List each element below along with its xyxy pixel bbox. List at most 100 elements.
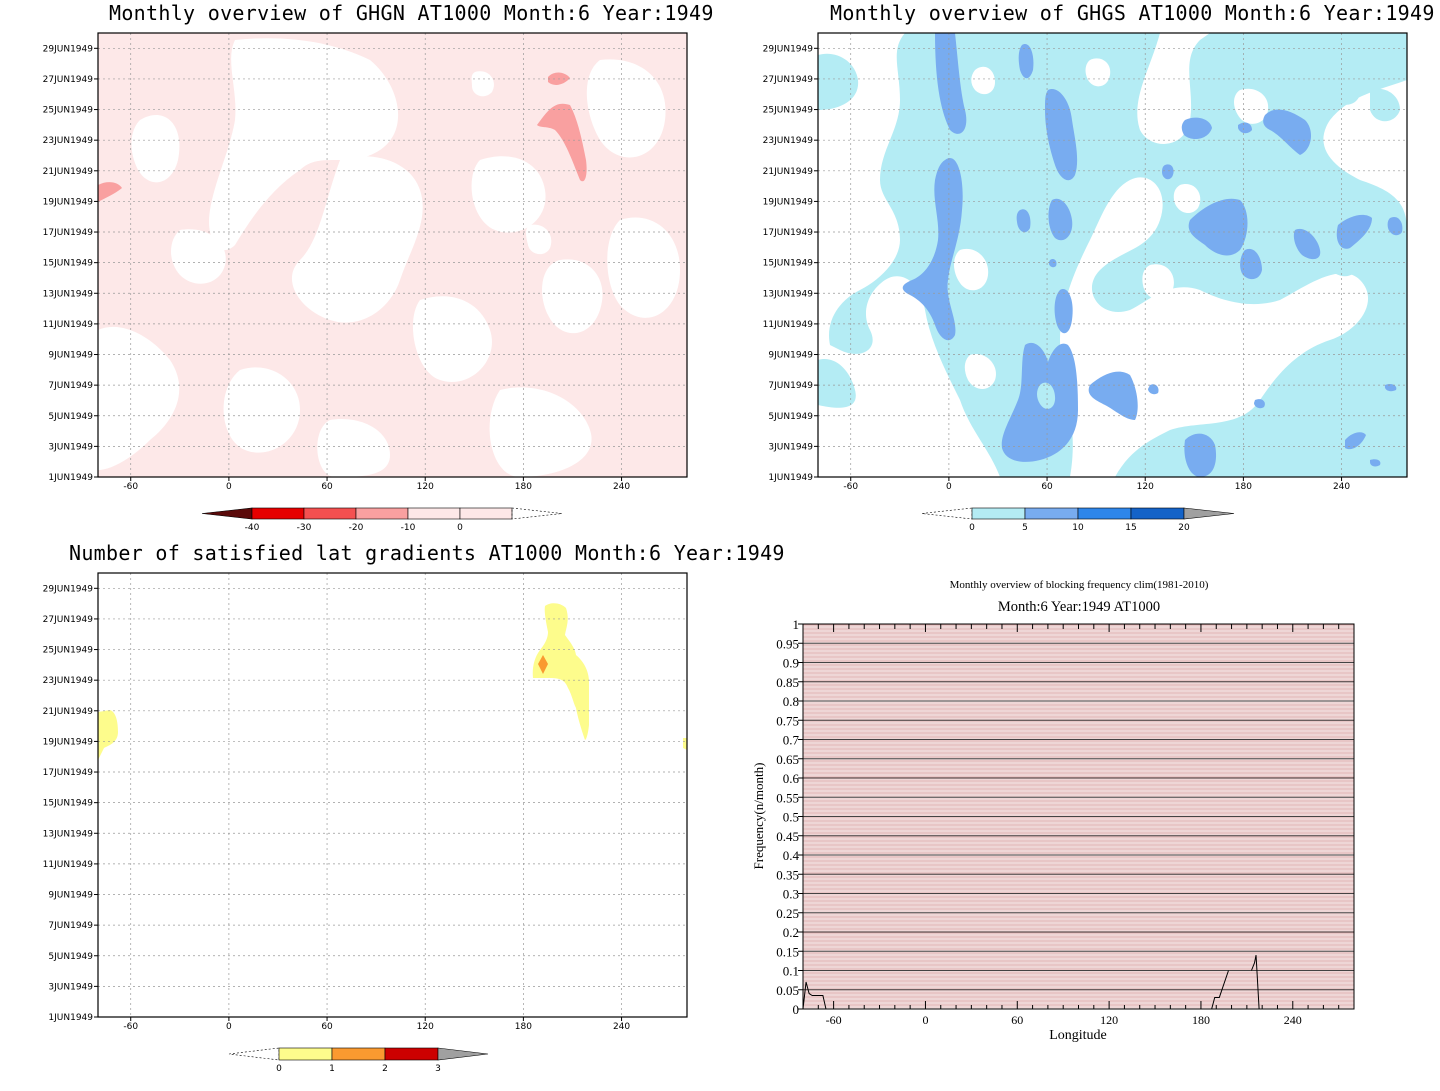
blocking-subtitle: Month:6 Year:1949 AT1000 xyxy=(998,599,1160,615)
colorbar-label: 3 xyxy=(435,1064,441,1074)
y-tick-label: 17JUN1949 xyxy=(763,228,814,238)
y-tick-label: 19JUN1949 xyxy=(763,197,814,207)
x-tick-label: -60 xyxy=(123,482,138,492)
colorbar-box xyxy=(407,507,461,520)
colorbar-label: -40 xyxy=(245,523,260,533)
colorbar-label: 10 xyxy=(1072,523,1084,533)
colorbar-label: -20 xyxy=(349,523,364,533)
lat-gradients-frame xyxy=(97,572,688,1018)
lat-gradients-axes: -60 0 60 120 180 240 1JUN1949 3JUN1949 5JUN1949 7… xyxy=(43,584,631,1032)
y-tick-label: 21JUN1949 xyxy=(43,707,94,717)
y-tick-label: 15JUN1949 xyxy=(763,259,814,269)
y-tick-label: 0.2 xyxy=(783,925,799,940)
y-tick-label: 0.15 xyxy=(776,944,799,959)
x-tick-label: 240 xyxy=(1333,482,1350,492)
x-tick-label: 240 xyxy=(613,1022,630,1032)
panel-title-ghgs: Monthly overview of GHGS AT1000 Month:6 … xyxy=(830,1,1435,25)
colorbar-box xyxy=(1130,507,1185,520)
y-tick-label: 17JUN1949 xyxy=(43,228,94,238)
x-tick-label: 240 xyxy=(1284,1013,1302,1027)
colorbar-label: 0 xyxy=(276,1064,282,1074)
y-tick-label: 3JUN1949 xyxy=(768,442,813,452)
ghgn-axes: -60 0 60 120 180 240 1JUN1949 3JUN1949 5JUN1949 7… xyxy=(43,44,631,492)
x-tick-label: 180 xyxy=(515,482,532,492)
ghgs-grid xyxy=(818,33,1407,477)
blocking-ylabel: Frequency(n/month) xyxy=(751,763,766,870)
x-tick-label: 120 xyxy=(417,1022,434,1032)
colorbar-box xyxy=(971,507,1026,520)
colorbar-box xyxy=(303,507,357,520)
y-tick-label: 5JUN1949 xyxy=(48,412,93,422)
y-tick-label: 3JUN1949 xyxy=(48,982,93,992)
colorbar-box xyxy=(459,507,513,520)
blocking-line xyxy=(1250,955,1260,1010)
colorbar-box xyxy=(384,1047,439,1061)
y-tick-label: 11JUN1949 xyxy=(43,860,94,870)
y-tick-label: 19JUN1949 xyxy=(43,197,94,207)
y-tick-label: 13JUN1949 xyxy=(43,289,94,299)
colorbar-label: 0 xyxy=(969,523,975,533)
colorbar-low-triangle xyxy=(921,507,973,520)
y-tick-label: 0.25 xyxy=(776,906,799,921)
y-tick-label: 13JUN1949 xyxy=(43,829,94,839)
y-tick-label: 23JUN1949 xyxy=(763,136,814,146)
y-tick-label: 19JUN1949 xyxy=(43,737,94,747)
y-tick-label: 9JUN1949 xyxy=(768,351,813,361)
colorbar-box xyxy=(355,507,409,520)
y-tick-label: 5JUN1949 xyxy=(48,952,93,962)
panel-title-ghgn: Monthly overview of GHGN AT1000 Month:6 … xyxy=(109,1,714,25)
colorbar-high-triangle xyxy=(511,507,563,520)
y-tick-label: 23JUN1949 xyxy=(43,136,94,146)
x-tick-label: 120 xyxy=(417,482,434,492)
colorbar-label: 0 xyxy=(457,523,463,533)
x-tick-label: 240 xyxy=(613,482,630,492)
y-tick-label: 0 xyxy=(793,1002,800,1017)
ghgs-axes: -60 0 60 120 180 240 1JUN1949 3JUN1949 5JUN1949 7… xyxy=(763,44,1351,492)
ghgn-grid xyxy=(98,33,687,477)
y-tick-label: 3JUN1949 xyxy=(48,442,93,452)
blocking-axes: 0 0.05 0.1 0.15 0.2 0.25 0.3 0.35 0.4 0.45 0.5 0.55… xyxy=(776,617,1302,1027)
ghgn-plot: -60 0 60 120 180 240 1JUN1949 3JUN1949 5JUN1949 7… xyxy=(43,32,688,533)
x-tick-label: -60 xyxy=(123,1022,138,1032)
y-tick-label: 27JUN1949 xyxy=(43,615,94,625)
y-tick-label: 7JUN1949 xyxy=(48,921,93,931)
x-tick-label: 60 xyxy=(321,1022,333,1032)
x-tick-label: -60 xyxy=(843,482,858,492)
colorbar-label: 2 xyxy=(382,1064,388,1074)
panel-title-lat-gradients: Number of satisfied lat gradients AT1000… xyxy=(69,541,785,565)
ghgn-contours xyxy=(98,33,687,477)
y-tick-label: 0.95 xyxy=(776,636,799,651)
lat-gradients-plot: -60 0 60 120 180 2401JUN19493JUN19495JUN19497… xyxy=(43,572,688,1074)
colorbar-box xyxy=(1024,507,1079,520)
y-tick-label: 27JUN1949 xyxy=(763,75,814,85)
y-tick-label: 0.6 xyxy=(783,771,800,786)
blocking-title: Monthly overview of blocking frequency c… xyxy=(950,579,1209,591)
y-tick-label: 0.55 xyxy=(776,790,799,805)
x-tick-label: 0 xyxy=(922,1013,928,1027)
x-tick-label: 60 xyxy=(1041,482,1053,492)
y-tick-label: 1 xyxy=(793,617,800,632)
y-tick-label: 0.4 xyxy=(783,848,800,863)
colorbar-label: 20 xyxy=(1178,523,1190,533)
y-tick-label: 29JUN1949 xyxy=(763,44,814,54)
y-tick-label: 11JUN1949 xyxy=(43,320,94,330)
y-tick-label: 25JUN1949 xyxy=(43,106,94,116)
x-tick-label: 180 xyxy=(1192,1013,1210,1027)
ghgs-contours xyxy=(818,33,1407,477)
y-tick-label: 0.85 xyxy=(776,675,799,690)
y-tick-label: 0.3 xyxy=(783,887,799,902)
y-tick-label: 1JUN1949 xyxy=(768,473,813,483)
y-tick-label: 7JUN1949 xyxy=(48,381,93,391)
y-tick-label: 11JUN1949 xyxy=(763,320,814,330)
colorbar-low-triangle xyxy=(228,1047,280,1061)
colorbar-low-triangle xyxy=(201,507,253,520)
y-tick-label: 25JUN1949 xyxy=(43,646,94,656)
blocking-top-ticks xyxy=(802,624,1355,1009)
y-tick-label: 29JUN1949 xyxy=(43,44,94,54)
x-tick-label: 60 xyxy=(1011,1013,1023,1027)
x-tick-label: 180 xyxy=(515,1022,532,1032)
colorbar-label: 15 xyxy=(1125,523,1136,533)
y-tick-label: 21JUN1949 xyxy=(43,167,94,177)
y-tick-label: 17JUN1949 xyxy=(43,768,94,778)
